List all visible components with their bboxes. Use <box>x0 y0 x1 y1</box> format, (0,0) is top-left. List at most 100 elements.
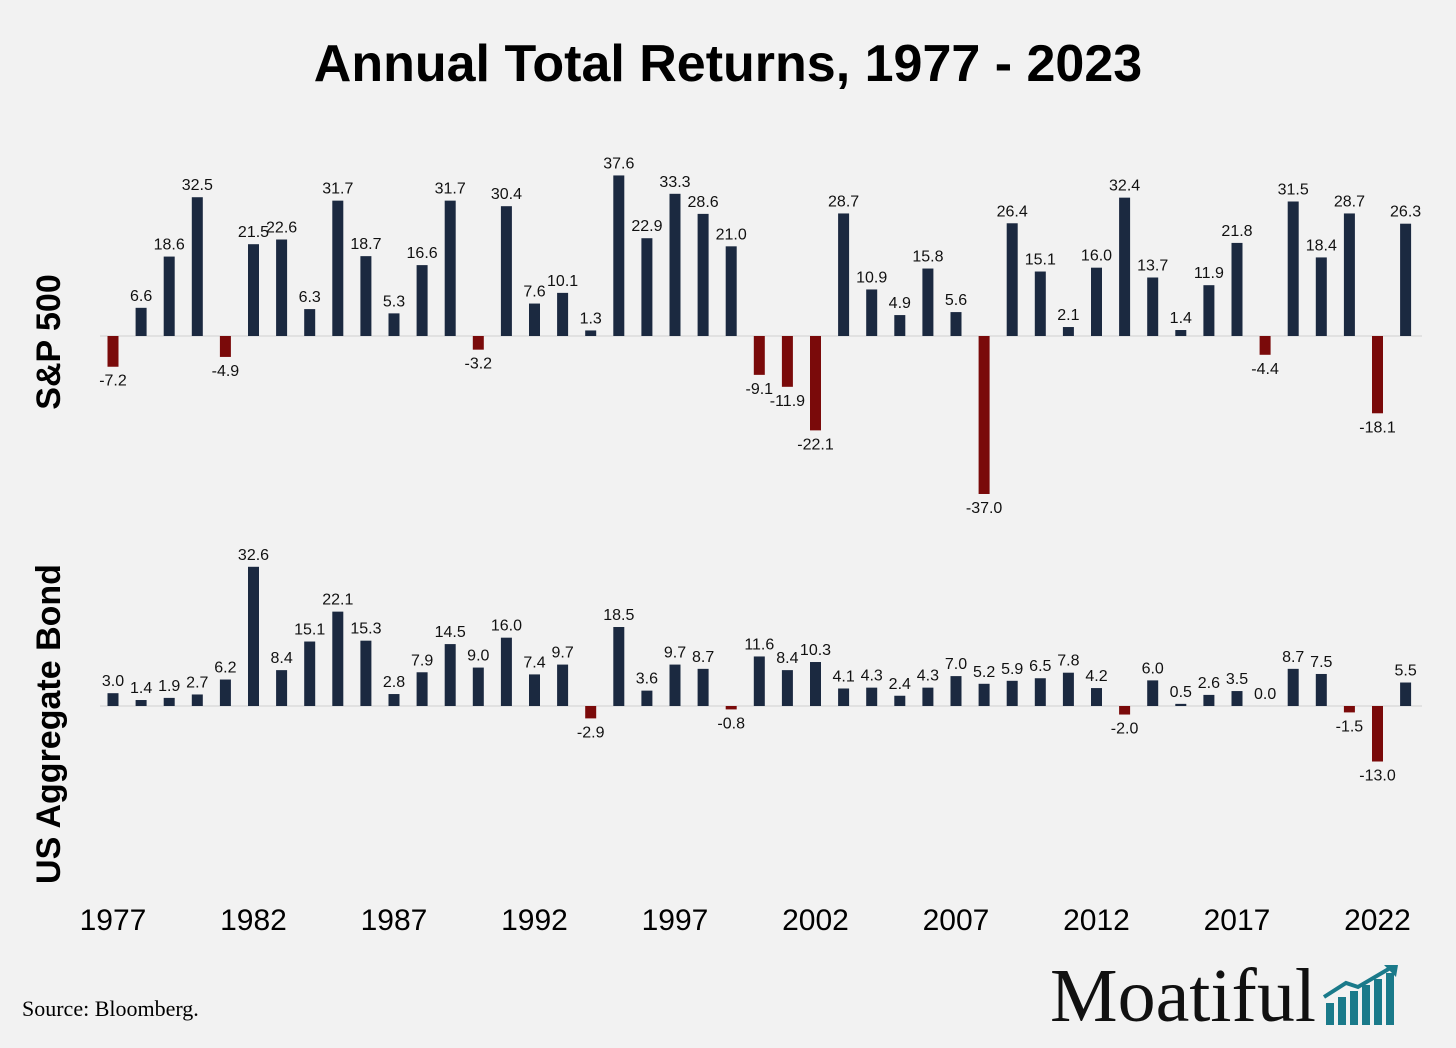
bond-bar-2010 <box>1034 678 1046 706</box>
sp500-label-2015: 1.4 <box>1170 310 1192 327</box>
sp500-bar-2010 <box>1034 271 1046 336</box>
bond-bar-1984 <box>304 641 316 706</box>
sp500-label-2011: 2.1 <box>1057 307 1079 324</box>
sp500-label-2016: 11.9 <box>1194 265 1224 282</box>
bond-bar-1977 <box>107 693 119 706</box>
sp500-label-2014: 13.7 <box>1137 258 1168 275</box>
sp500-label-1999: 21.0 <box>716 226 747 243</box>
sp500-axis-label-text: S&P 500 <box>30 274 68 409</box>
bond-label-1979: 1.9 <box>158 678 180 695</box>
bond-label-2005: 2.4 <box>889 676 911 693</box>
sp500-bar-2005 <box>894 315 906 336</box>
sp500-bar-2000 <box>753 336 765 375</box>
sp500-label-2021: 28.7 <box>1334 193 1365 210</box>
bond-bar-1989 <box>444 644 456 706</box>
sp500-bar-1998 <box>697 213 709 336</box>
x-tick-1977: 1977 <box>80 904 147 937</box>
bond-label-1996: 3.6 <box>636 671 658 688</box>
bond-label-2020: 7.5 <box>1310 654 1332 671</box>
bond-label-2019: 8.7 <box>1282 649 1304 666</box>
bond-label-2016: 2.6 <box>1198 675 1220 692</box>
sp500-label-2017: 21.8 <box>1221 223 1252 240</box>
sp500-bar-2006 <box>922 268 934 336</box>
bond-bar-2022 <box>1372 706 1383 762</box>
x-tick-2022: 2022 <box>1344 904 1411 937</box>
bond-label-2023: 5.5 <box>1394 663 1416 680</box>
sp500-bar-1993 <box>557 292 569 336</box>
sp500-bar-1991 <box>500 206 512 336</box>
bond-label-2015: 0.5 <box>1170 684 1192 701</box>
sp500-label-1979: 18.6 <box>154 237 185 254</box>
bond-bar-1991 <box>500 637 512 706</box>
bond-label-2007: 7.0 <box>945 656 967 673</box>
sp500-label-1986: 18.7 <box>350 236 381 253</box>
bond-bar-1997 <box>669 664 681 706</box>
sp500-bar-1999 <box>725 246 737 336</box>
bond-label-1989: 14.5 <box>435 624 466 641</box>
bond-panel: 3.0 1.4 1.9 2.76.232.68.415.122.115.32.87.9… <box>100 547 1422 785</box>
sp500-bar-1978 <box>135 307 147 336</box>
sp500-bar-1982 <box>248 244 259 336</box>
sp500-bar-2012 <box>1091 267 1102 336</box>
sp500-label-2001: -11.9 <box>770 393 805 410</box>
sp500-bar-1995 <box>613 175 625 336</box>
bond-bar-1992 <box>529 674 540 706</box>
sp500-bar-2003 <box>838 213 850 336</box>
sp500-label-2012: 16.0 <box>1081 248 1112 265</box>
sp500-label-1987: 5.3 <box>383 293 405 310</box>
sp500-label-2009: 26.4 <box>997 203 1028 220</box>
x-tick-2007: 2007 <box>923 904 990 937</box>
bond-bar-1993 <box>557 664 569 706</box>
sp500-bar-2020 <box>1315 257 1327 336</box>
bond-label-1986: 15.3 <box>350 621 381 638</box>
sp500-label-1996: 22.9 <box>631 218 662 235</box>
bond-bar-2000 <box>753 656 765 706</box>
bond-label-2022: -13.0 <box>1359 768 1396 785</box>
sp500-label-1984: 6.3 <box>299 289 321 306</box>
bond-bar-1985 <box>332 611 344 706</box>
sp500-bar-2011 <box>1062 327 1074 336</box>
bond-label-1992: 7.4 <box>523 654 545 671</box>
sp500-bar-1996 <box>641 238 653 336</box>
bond-bar-1998 <box>697 668 709 706</box>
bond-label-2001: 8.4 <box>776 650 798 667</box>
bond-label-1990: 9.0 <box>467 648 489 665</box>
bond-bar-1981 <box>219 679 231 706</box>
sp500-bar-1990 <box>472 336 484 350</box>
sp500-axis-label: S&P 500 <box>30 274 68 409</box>
x-tick-2017: 2017 <box>1204 904 1271 937</box>
sp500-label-2004: 10.9 <box>856 269 887 286</box>
brand-name: Moatiful <box>1050 954 1316 1038</box>
sp500-label-1985: 31.7 <box>322 181 353 198</box>
bond-label-2021: -1.5 <box>1336 718 1364 735</box>
sp500-bar-2004 <box>866 289 878 336</box>
bond-label-2013: -2.0 <box>1111 721 1139 738</box>
brand-logo: Moatiful <box>1050 958 1400 1034</box>
x-tick-1982: 1982 <box>220 904 287 937</box>
sp500-bar-2013 <box>1119 197 1131 336</box>
sp500-bar-1981 <box>219 336 231 357</box>
sp500-bar-1983 <box>276 239 288 336</box>
sp500-label-2019: 31.5 <box>1278 181 1309 198</box>
bond-label-2012: 4.2 <box>1085 668 1107 685</box>
sp500-label-2002: -22.1 <box>797 436 834 453</box>
bond-label-1999: -0.8 <box>717 715 745 732</box>
bar-growth-icon <box>1322 963 1400 1030</box>
sp500-bar-2009 <box>1006 223 1018 336</box>
sp500-label-1982: 21.5 <box>238 224 269 241</box>
bond-bar-2003 <box>838 688 850 706</box>
bond-bar-2016 <box>1203 694 1215 706</box>
sp500-label-2018: -4.4 <box>1251 361 1279 378</box>
x-tick-1987: 1987 <box>361 904 428 937</box>
sp500-bar-1986 <box>360 256 372 336</box>
bond-label-1983: 8.4 <box>270 650 292 667</box>
sp500-label-2008: -37.0 <box>966 500 1003 517</box>
bond-bar-2011 <box>1062 672 1074 706</box>
sp500-bar-1980 <box>191 197 203 336</box>
sp500-bar-2022 <box>1372 336 1383 414</box>
sp500-label-2023: 26.3 <box>1390 204 1421 221</box>
sp500-label-1981: -4.9 <box>212 363 240 380</box>
bond-label-1988: 7.9 <box>411 652 433 669</box>
bond-label-1998: 8.7 <box>692 649 714 666</box>
